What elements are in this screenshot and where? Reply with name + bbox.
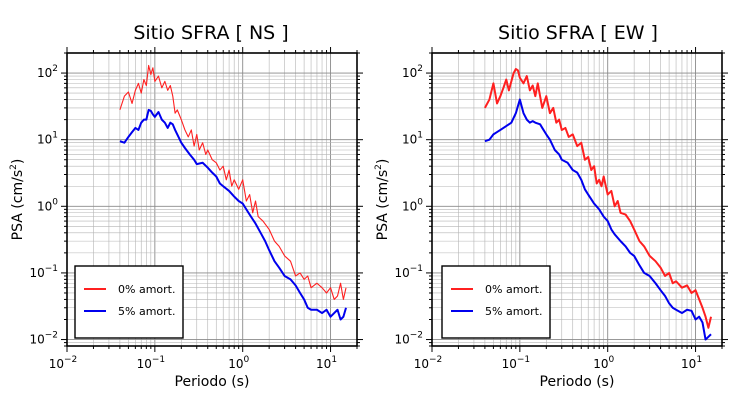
y-axis-label: PSA (cm/s2) bbox=[374, 159, 391, 241]
tick-base: 10 bbox=[37, 133, 52, 147]
y-axis-label: PSA (cm/s2) bbox=[9, 159, 26, 241]
tick-exponent: 0 bbox=[243, 355, 249, 365]
tick-exponent: 2 bbox=[417, 64, 423, 74]
tick-base: 10 bbox=[402, 133, 417, 147]
y-tick-label: 102 bbox=[402, 64, 423, 80]
x-tick-label: 10−2 bbox=[49, 355, 78, 371]
chart-panel-ew: Sitio SFRA [ EW ]10−2 10−1 100 10110−210−11… bbox=[374, 22, 728, 390]
y-tick-label: 10−2 bbox=[29, 331, 58, 347]
legend: 0% amort. 5% amort. bbox=[441, 265, 551, 339]
tick-base: 10 bbox=[402, 66, 417, 80]
x-tick-label: 101 bbox=[316, 355, 337, 371]
tick-exponent: −1 bbox=[45, 264, 58, 274]
x-tick-label: 100 bbox=[228, 355, 249, 371]
tick-base: 10 bbox=[29, 333, 44, 347]
legend-label: 0% amort. bbox=[485, 283, 542, 296]
legend-box bbox=[441, 265, 551, 339]
tick-exponent: 2 bbox=[52, 64, 58, 74]
tick-base: 10 bbox=[228, 357, 243, 371]
y-axis-label-part: 2 bbox=[374, 164, 384, 170]
y-axis-label-part: PSA (cm/s bbox=[375, 170, 391, 240]
tick-base: 10 bbox=[394, 333, 409, 347]
y-tick-label: 101 bbox=[402, 131, 423, 147]
tick-exponent: −1 bbox=[410, 264, 423, 274]
legend: 0% amort. 5% amort. bbox=[74, 265, 184, 339]
tick-base: 10 bbox=[394, 266, 409, 280]
tick-base: 10 bbox=[316, 357, 331, 371]
x-axis-label: Periodo (s) bbox=[175, 374, 250, 390]
y-tick-label: 10−1 bbox=[29, 264, 58, 280]
y-tick-label: 101 bbox=[37, 131, 58, 147]
x-tick-label: 101 bbox=[681, 355, 702, 371]
tick-exponent: −2 bbox=[410, 331, 423, 341]
tick-base: 10 bbox=[137, 357, 152, 371]
tick-base: 10 bbox=[402, 199, 417, 213]
y-tick-label: 10−1 bbox=[394, 264, 423, 280]
tick-base: 10 bbox=[414, 357, 429, 371]
y-axis-label-part: PSA (cm/s bbox=[10, 170, 26, 240]
series-line-red bbox=[484, 68, 712, 329]
series-line-blue bbox=[119, 108, 347, 321]
series-line-blue bbox=[484, 98, 712, 341]
legend-label: 5% amort. bbox=[118, 305, 175, 318]
plot-frame bbox=[66, 52, 358, 347]
y-tick-label: 102 bbox=[37, 64, 58, 80]
tick-base: 10 bbox=[502, 357, 517, 371]
tick-base: 10 bbox=[37, 199, 52, 213]
y-tick-label: 100 bbox=[402, 197, 423, 213]
tick-exponent: 0 bbox=[608, 355, 614, 365]
tick-exponent: 1 bbox=[417, 131, 423, 141]
tick-base: 10 bbox=[681, 357, 696, 371]
tick-base: 10 bbox=[37, 66, 52, 80]
legend-label: 0% amort. bbox=[118, 283, 175, 296]
tick-base: 10 bbox=[29, 266, 44, 280]
tick-base: 10 bbox=[49, 357, 64, 371]
y-axis-label-part: ) bbox=[375, 159, 391, 164]
tick-exponent: −2 bbox=[64, 355, 77, 365]
tick-exponent: 0 bbox=[52, 197, 58, 207]
tick-exponent: 1 bbox=[331, 355, 337, 365]
legend-label: 5% amort. bbox=[485, 305, 542, 318]
y-tick-label: 10−2 bbox=[394, 331, 423, 347]
tick-exponent: −1 bbox=[517, 355, 530, 365]
x-axis-label: Periodo (s) bbox=[540, 374, 615, 390]
legend-box bbox=[74, 265, 184, 339]
y-tick-label: 100 bbox=[37, 197, 58, 213]
tick-exponent: 1 bbox=[52, 131, 58, 141]
tick-exponent: −1 bbox=[152, 355, 165, 365]
x-tick-label: 10−1 bbox=[137, 355, 166, 371]
chart-title: Sitio SFRA [ EW ] bbox=[498, 22, 658, 44]
x-tick-label: 10−1 bbox=[502, 355, 531, 371]
ticks bbox=[426, 47, 728, 352]
y-axis-label-part: ) bbox=[10, 159, 26, 164]
series-line-red bbox=[119, 64, 347, 300]
tick-base: 10 bbox=[593, 357, 608, 371]
ticks bbox=[61, 47, 363, 352]
x-tick-label: 10−2 bbox=[414, 355, 443, 371]
tick-exponent: 0 bbox=[417, 197, 423, 207]
tick-exponent: −2 bbox=[45, 331, 58, 341]
plot-frame bbox=[431, 52, 723, 347]
x-tick-label: 100 bbox=[593, 355, 614, 371]
tick-exponent: 1 bbox=[696, 355, 702, 365]
chart-title: Sitio SFRA [ NS ] bbox=[133, 22, 288, 44]
tick-exponent: −2 bbox=[429, 355, 442, 365]
y-axis-label-part: 2 bbox=[9, 164, 19, 170]
chart-panel-ns: Sitio SFRA [ NS ]10−2 10−1 100 10110−210−11… bbox=[9, 22, 363, 390]
